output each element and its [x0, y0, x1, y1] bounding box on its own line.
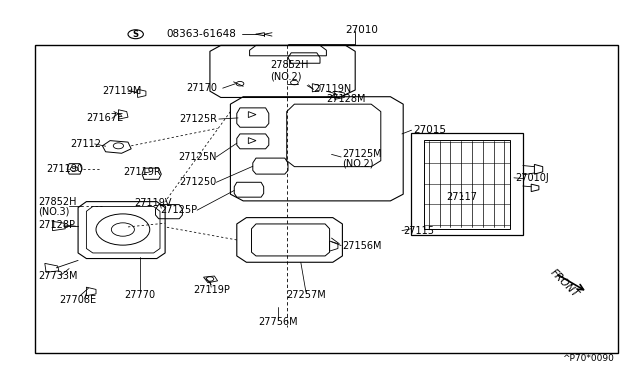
Text: 27015: 27015: [413, 125, 446, 135]
Text: 271250: 271250: [179, 177, 216, 187]
Text: 27125M: 27125M: [342, 150, 382, 159]
Bar: [424, 140, 510, 229]
Text: 08363-61648: 08363-61648: [166, 29, 236, 39]
Text: 27852H: 27852H: [270, 60, 308, 70]
Bar: [35, 45, 618, 353]
Text: 27170: 27170: [187, 83, 218, 93]
Bar: [411, 133, 523, 235]
Text: 27128P: 27128P: [38, 220, 75, 230]
Text: 27125P: 27125P: [160, 205, 197, 215]
Text: 27119M: 27119M: [102, 86, 142, 96]
Text: 27257M: 27257M: [286, 290, 326, 300]
Text: 27117: 27117: [447, 192, 477, 202]
Text: 27119V: 27119V: [134, 199, 172, 208]
Text: 27115: 27115: [403, 227, 434, 236]
Text: 27167E: 27167E: [86, 113, 124, 123]
Text: 27733M: 27733M: [38, 271, 77, 281]
Text: 27119N: 27119N: [314, 84, 352, 94]
Text: 27112: 27112: [70, 139, 101, 149]
Text: (NO.2): (NO.2): [270, 71, 301, 81]
Text: 27128M: 27128M: [326, 94, 366, 103]
Text: 27708E: 27708E: [59, 295, 96, 305]
Text: (NO.3): (NO.3): [38, 206, 69, 216]
Text: 27756M: 27756M: [259, 317, 298, 327]
Text: FRONT: FRONT: [548, 267, 580, 299]
Text: 27770: 27770: [124, 290, 155, 300]
Text: S: S: [132, 30, 139, 39]
Text: 27156M: 27156M: [342, 241, 382, 251]
Text: 27119R: 27119R: [123, 167, 161, 177]
Text: 271190: 271190: [46, 164, 83, 174]
Text: 27119P: 27119P: [193, 285, 230, 295]
Text: ^P70*0090: ^P70*0090: [563, 355, 614, 363]
Text: 27852H: 27852H: [38, 197, 76, 206]
Text: 27010: 27010: [346, 25, 378, 35]
Text: 27010J: 27010J: [515, 173, 549, 183]
Text: 27125R: 27125R: [180, 114, 218, 124]
Text: 27125N: 27125N: [178, 153, 216, 162]
Text: (NO.2): (NO.2): [342, 159, 374, 169]
